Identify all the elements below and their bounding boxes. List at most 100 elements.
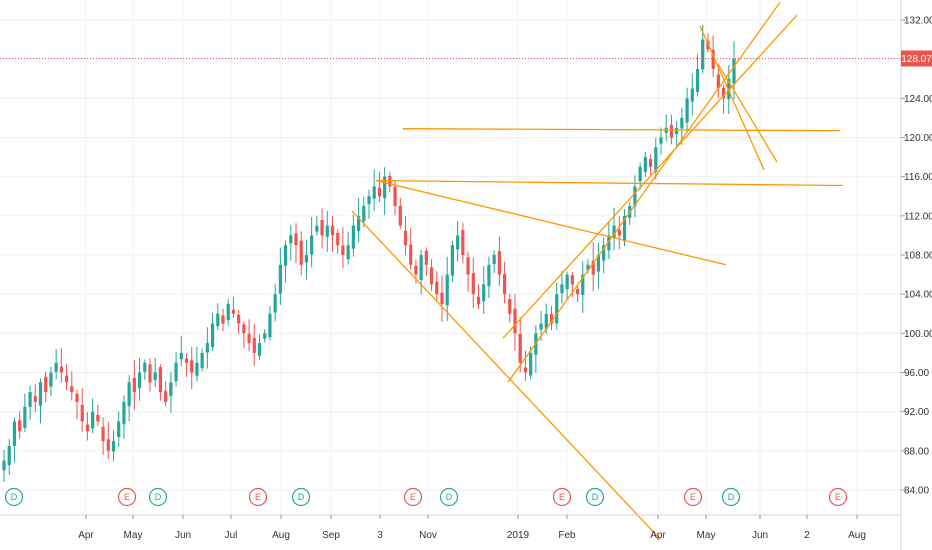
trend-line-falling-wedge-upper: [375, 179, 727, 266]
candle-body: [570, 275, 574, 285]
candle-body: [132, 378, 136, 393]
candle-body: [231, 309, 236, 314]
dividend-marker[interactable]: D: [291, 487, 311, 507]
candle-body: [273, 294, 277, 313]
candle-body: [529, 352, 533, 376]
candle-body: [633, 186, 637, 207]
candle-body: [435, 281, 439, 295]
event-marker-label: E: [124, 492, 130, 502]
candle-body: [38, 382, 43, 406]
candle-body: [346, 245, 350, 260]
x-tick-label: Jun: [752, 530, 768, 541]
event-marker-label: D: [11, 492, 18, 502]
event-marker-circle: [439, 487, 459, 507]
candle-body: [257, 343, 262, 356]
candle-body: [549, 313, 554, 324]
candle-body: [596, 255, 601, 272]
candle-body: [54, 362, 58, 372]
event-marker-circle: [291, 487, 311, 507]
dividend-marker[interactable]: D: [439, 487, 459, 507]
candle-body: [148, 364, 152, 383]
earnings-marker[interactable]: E: [117, 487, 137, 507]
candle-body: [424, 250, 428, 265]
candle-body: [581, 274, 585, 295]
event-marker-circle: [248, 487, 268, 507]
dividend-marker[interactable]: D: [721, 487, 741, 507]
candle-body: [356, 215, 361, 232]
candle-body: [732, 59, 736, 84]
x-tick-label: 2019: [507, 530, 530, 541]
earnings-marker[interactable]: E: [403, 487, 423, 507]
candle-body: [638, 166, 642, 182]
earnings-marker[interactable]: E: [552, 487, 572, 507]
candle-body: [659, 137, 663, 144]
x-tick-label: Feb: [558, 530, 576, 541]
candle-body: [283, 245, 288, 266]
x-tick-label: Sep: [322, 530, 340, 541]
candle-body: [278, 264, 282, 294]
candle-body: [398, 205, 402, 226]
candle-body: [367, 196, 371, 205]
y-tick-label: 112.00: [904, 211, 932, 222]
trend-line-resistance-1: [375, 179, 844, 187]
candle-body: [648, 159, 653, 167]
candle-body: [612, 225, 616, 238]
dividend-marker[interactable]: D: [4, 487, 24, 507]
candle-body: [263, 333, 267, 339]
candle-body: [502, 274, 507, 295]
candle-body: [539, 323, 543, 330]
candle-body: [440, 292, 444, 304]
candle-body: [721, 87, 726, 99]
candle-body: [518, 333, 522, 363]
candle-body: [106, 439, 110, 451]
event-marker-circle: [4, 487, 24, 507]
candle-body: [33, 396, 37, 402]
candle-body: [403, 230, 408, 246]
candle-body: [226, 303, 230, 321]
candle-body: [466, 257, 470, 275]
x-tick-label: May: [124, 530, 143, 541]
earnings-marker[interactable]: E: [683, 487, 703, 507]
candle-body: [49, 372, 53, 387]
time-axis[interactable]: Apr May Jun Jul Aug Sep 3 Nov 2019 Feb Apr May Jun 2 A…: [78, 515, 866, 541]
candle-body: [372, 186, 376, 199]
candle-body: [336, 232, 340, 246]
candle-body: [325, 225, 329, 237]
candle-body: [492, 255, 496, 265]
candle-body: [419, 255, 423, 281]
candle-body: [456, 235, 460, 250]
y-tick-label: 84.00: [904, 486, 929, 497]
event-marker-circle: [683, 487, 703, 507]
candle-body: [315, 225, 319, 232]
event-marker-label: D: [446, 492, 453, 502]
y-tick-label: 116.00: [904, 172, 932, 183]
candle-body: [242, 324, 246, 334]
earnings-marker[interactable]: E: [248, 487, 268, 507]
candle-body: [195, 362, 199, 376]
x-tick-label: Nov: [419, 530, 437, 541]
candle-body: [111, 441, 116, 452]
y-tick-label: 120.00: [904, 133, 932, 144]
trend-line-channel-lower: [507, 1, 781, 383]
candle-body: [565, 274, 569, 290]
candle-body: [205, 343, 209, 353]
candle-body: [523, 367, 528, 373]
candle-body: [471, 273, 475, 295]
earnings-marker[interactable]: E: [828, 487, 848, 507]
event-marker-label: D: [298, 492, 305, 502]
candle-body: [169, 382, 173, 397]
candle-body: [12, 421, 17, 446]
dividend-marker[interactable]: D: [148, 487, 168, 507]
candle-body: [690, 88, 694, 102]
candle-body: [351, 225, 355, 249]
dividend-marker[interactable]: D: [585, 487, 605, 507]
candle-body: [487, 264, 491, 287]
y-tick-label: 88.00: [904, 446, 929, 457]
candle-body: [445, 274, 449, 306]
x-tick-label: Apr: [78, 530, 94, 541]
candle-body: [190, 360, 194, 373]
x-tick-label: May: [697, 530, 716, 541]
candle-body: [101, 426, 105, 442]
